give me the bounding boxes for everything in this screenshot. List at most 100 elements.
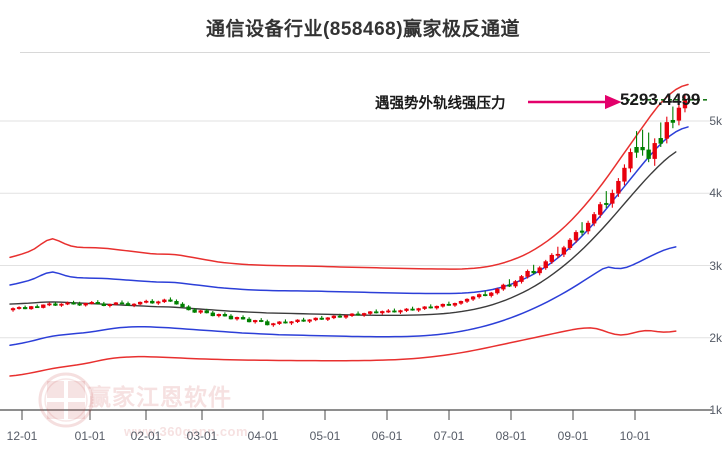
- candle: [495, 287, 500, 295]
- candle: [137, 301, 143, 306]
- candle: [113, 302, 119, 306]
- candle-body: [355, 313, 361, 316]
- candle-body: [598, 204, 603, 215]
- candle-body: [537, 267, 542, 274]
- x-axis-tick-label: 06-01: [371, 429, 403, 443]
- candle-body: [186, 306, 191, 311]
- y-axis-tick-label: 1k: [709, 403, 722, 417]
- candle-body: [47, 303, 52, 306]
- candle-body: [59, 303, 64, 306]
- candle-body: [107, 304, 113, 306]
- candle-body: [240, 317, 246, 320]
- candle: [628, 148, 633, 173]
- candle-body: [283, 321, 288, 324]
- candle-body: [489, 292, 494, 296]
- series-line-outer_lower_band: [9, 327, 677, 377]
- candle: [386, 309, 391, 313]
- candle-body: [604, 203, 609, 205]
- candle: [295, 319, 300, 324]
- candle: [622, 164, 627, 186]
- annotation-text: 遇强势外轨线强压力: [375, 96, 506, 112]
- series-line-outer_upper_band: [9, 83, 689, 270]
- candle: [265, 319, 270, 326]
- candle-body: [265, 321, 270, 326]
- candle-body: [483, 294, 488, 297]
- candle-body: [83, 303, 88, 306]
- candle: [670, 106, 676, 129]
- candle-body: [307, 319, 312, 322]
- candle-body: [210, 312, 215, 317]
- candle: [59, 303, 64, 307]
- y-axis-tick-label: 4k: [709, 186, 722, 201]
- candle-body: [658, 138, 663, 144]
- candle: [156, 300, 161, 305]
- candle-body: [361, 313, 367, 316]
- candle: [428, 304, 433, 309]
- candle-body: [252, 320, 258, 323]
- candle-body: [131, 303, 137, 306]
- candle: [361, 312, 367, 317]
- candle-body: [610, 192, 615, 204]
- candle: [125, 301, 131, 306]
- candle: [664, 116, 669, 144]
- candle-body: [664, 122, 669, 139]
- candle: [22, 305, 28, 310]
- candle-body: [77, 303, 82, 306]
- candle: [150, 299, 155, 304]
- candle: [307, 319, 312, 324]
- candle-body: [652, 143, 657, 159]
- candle: [398, 309, 403, 314]
- candle-body: [428, 306, 433, 309]
- candle-body: [374, 311, 379, 314]
- x-axis-tick-label: 12-01: [6, 429, 38, 443]
- candle-body: [676, 107, 682, 121]
- candle: [392, 308, 397, 313]
- candle: [640, 129, 645, 156]
- candle: [168, 297, 173, 302]
- candle: [246, 317, 252, 323]
- candle: [513, 280, 518, 288]
- candle-body: [549, 254, 554, 262]
- candle-body: [246, 318, 252, 323]
- candle: [368, 311, 373, 315]
- candle: [47, 302, 52, 307]
- candle: [325, 317, 330, 321]
- candle-body: [89, 302, 94, 304]
- candle-body: [119, 302, 125, 305]
- candle: [252, 319, 258, 324]
- candle: [519, 275, 524, 284]
- candle: [446, 301, 452, 306]
- candle: [561, 245, 567, 257]
- candle: [16, 306, 22, 310]
- candle: [216, 313, 222, 318]
- candle: [192, 307, 197, 313]
- candle-body: [525, 270, 530, 277]
- candle-body: [343, 315, 349, 318]
- candle-body: [392, 310, 397, 313]
- candle: [416, 307, 421, 312]
- candle: [204, 308, 209, 314]
- x-axis-tick-label: 07-01: [433, 429, 465, 443]
- candle: [277, 321, 282, 325]
- candle-body: [519, 276, 524, 282]
- candle-body: [380, 311, 385, 314]
- candle-body: [228, 315, 234, 320]
- candle-body: [162, 299, 167, 303]
- candle-body: [458, 301, 464, 304]
- candle-body: [476, 294, 482, 298]
- candle: [349, 313, 355, 317]
- candle: [380, 310, 385, 315]
- candle-body: [234, 317, 240, 320]
- candle-body: [125, 303, 131, 306]
- x-axis-tick-label: 09-01: [557, 429, 589, 443]
- candle: [616, 178, 621, 197]
- candle: [41, 304, 46, 309]
- candle: [83, 302, 88, 307]
- candle: [144, 299, 149, 304]
- candle: [331, 315, 337, 320]
- candle-body: [446, 303, 452, 306]
- candle: [95, 300, 100, 305]
- candle: [65, 301, 70, 306]
